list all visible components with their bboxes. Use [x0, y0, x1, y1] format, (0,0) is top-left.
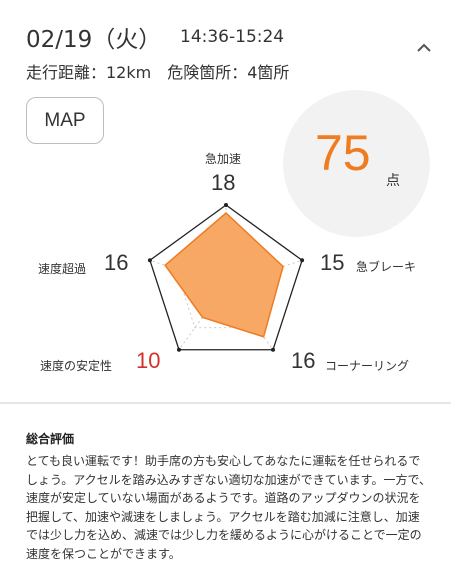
radar-vertex-dot [300, 258, 305, 263]
radar-value-polygon [164, 211, 284, 338]
axis-label-cornering: コーナーリング [325, 359, 410, 373]
axis-value-cornering: 16 [291, 348, 316, 373]
axis-label-speed-stability: 速度の安定性 [40, 359, 113, 373]
radar-chart [147, 203, 305, 352]
radar-vertex-dot [176, 347, 181, 352]
radar-outer-frame [149, 204, 303, 351]
review-title: 総合評価 [26, 432, 75, 446]
chevron-up-icon[interactable] [414, 40, 434, 54]
map-button[interactable]: MAP [26, 97, 104, 144]
radar-vertex-dot [147, 258, 152, 263]
section-divider [0, 402, 451, 404]
axis-label-sudden-acceleration: 急加速 [205, 152, 242, 166]
score-circle [283, 90, 430, 237]
axis-value-speeding: 16 [104, 250, 129, 275]
axis-value-sudden-acceleration: 18 [211, 170, 236, 195]
review-body: とても良い運転です！助手席の方も安心してあなたに運転を任せられるでしょう。アクセ… [26, 454, 432, 561]
radar-vertices [147, 203, 305, 352]
axis-value-sudden-braking: 15 [320, 250, 345, 275]
trip-time-range: 14:36-15:24 [180, 27, 285, 47]
radar-vertex-dot [271, 347, 276, 352]
trip-date: 02/19（火） [26, 27, 162, 53]
axis-label-speeding: 速度超過 [38, 262, 87, 276]
score-unit: 点 [386, 173, 400, 189]
score-value: 75 [315, 125, 371, 181]
trip-summary: 走行距離：12km 危険箇所：4箇所 [26, 63, 290, 82]
axis-label-sudden-braking: 急ブレーキ [356, 260, 417, 274]
axis-value-speed-stability: 10 [136, 348, 161, 373]
radar-vertex-dot [224, 203, 228, 207]
